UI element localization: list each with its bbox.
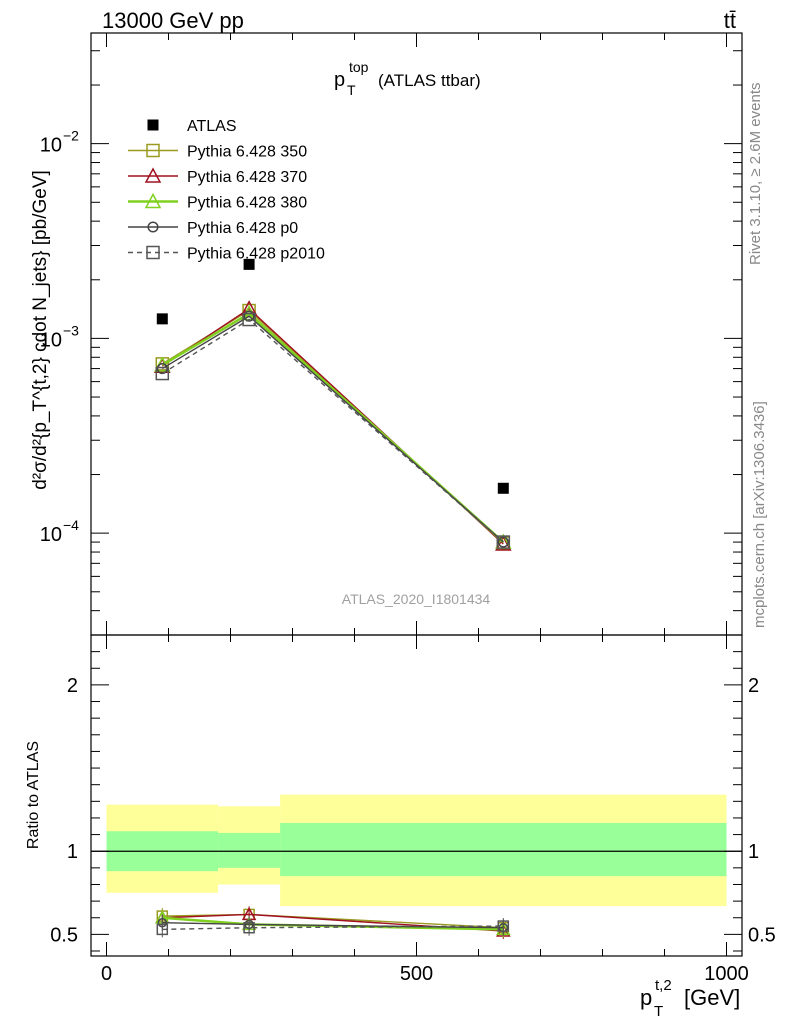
main-axis-ticks: 10−210−310−4 [40,33,742,636]
series-marker [495,535,512,551]
atlas-data-point [243,258,255,270]
ratio-y-tick-label: 2 [67,675,78,697]
series-marker [242,312,256,327]
x-axis-label-sub: T [654,1003,663,1020]
series-marker [496,535,511,549]
main-series-layer [154,300,512,551]
legend: ATLAS Pythia 6.428 350 Pythia 6.428 370 Pyt… [128,118,325,263]
y-tick-label: 10 [40,135,62,157]
series-line [161,309,504,544]
ratio-y-tick-label: 1 [67,841,78,863]
ratio-y-tick-label: 0.5 [50,924,78,946]
series-line [161,312,505,544]
legend-label: Pythia 6.428 350 [187,144,307,161]
legend-label: ATLAS [187,118,237,135]
x-tick-label: 1000 [704,963,749,985]
series-line [161,315,504,543]
legend-marker [146,245,160,260]
side-source-label: mcplots.cern.ch [arXiv:1306.3436] [751,401,768,628]
x-axis-label-unit: [GeV] [684,985,740,1010]
ratio-y-tick-label-right: 0.5 [748,924,776,946]
series-line [161,318,504,543]
legend-label: Pythia 6.428 380 [187,195,307,212]
legend-label: Pythia 6.428 p2010 [187,246,325,263]
main-panel: 10−210−310−4 p T top (ATLAS ttbar) ATLAS… [30,32,743,636]
ratio-band-inner [280,822,727,877]
ratio-series-marker [156,923,169,936]
ratio-y-tick-label-right: 1 [748,841,759,863]
plot-title-main: p [334,69,345,91]
legend-label: Pythia 6.428 p0 [187,220,298,237]
y-tick-label-exponent: −3 [63,322,79,338]
y-tick-label: 10 [40,524,62,546]
atlas-data-layer [156,258,509,494]
y-axis-label: d²σ/d²{p_T^{t,2} cdot N_jets} [pb/GeV] [30,170,51,490]
atlas-data-point [156,313,168,325]
y-tick-label-exponent: −2 [63,128,79,144]
plot-title-suffix: (ATLAS ttbar) [378,71,481,90]
plot-title-sub: T [347,82,356,98]
ratio-band-inner [218,832,281,868]
ratio-series-marker [243,921,255,934]
ratio-uncertainty-bands [91,794,742,907]
series-line [161,307,504,545]
ratio-axis-ticks: 0 500 1000 0.5 0.5 1 1 2 2 [50,635,776,985]
series-marker [243,310,255,322]
ratio-y-axis-label: Ratio to ATLAS [25,741,42,849]
process-label: tt̄ [724,8,736,33]
y-tick-label-exponent: −4 [63,517,79,533]
ratio-series-layer [155,906,511,940]
x-axis-label-main: p [640,985,652,1010]
ratio-series-marker [497,920,510,932]
ratio-panel: 0 500 1000 0.5 0.5 1 1 2 2 Ratio to ATLAS [25,634,776,985]
legend-marker [144,167,162,183]
legend-marker [144,192,162,209]
energy-label: 13000 GeV pp [102,8,244,33]
legend-label: Pythia 6.428 370 [187,169,307,186]
x-axis-label: p T t,2 [GeV] [640,977,740,1020]
plot-title-sup: top [349,59,369,75]
x-axis-label-sup: t,2 [655,977,672,994]
y-tick-label: 10 [40,329,62,351]
legend-marker [146,143,160,158]
x-tick-label: 500 [400,963,433,985]
watermark-label: ATLAS_2020_I1801434 [342,591,491,607]
series-marker [155,366,170,381]
legend-marker-atlas [147,119,159,131]
ratio-y-tick-label-right: 2 [748,675,759,697]
atlas-data-point [497,482,509,494]
legend-marker [147,221,159,233]
series-marker [497,536,509,548]
ratio-series-line [162,925,504,931]
x-tick-label: 0 [101,963,112,985]
side-rivet-label: Rivet 3.1.10, ≥ 2.6M events [747,83,764,266]
